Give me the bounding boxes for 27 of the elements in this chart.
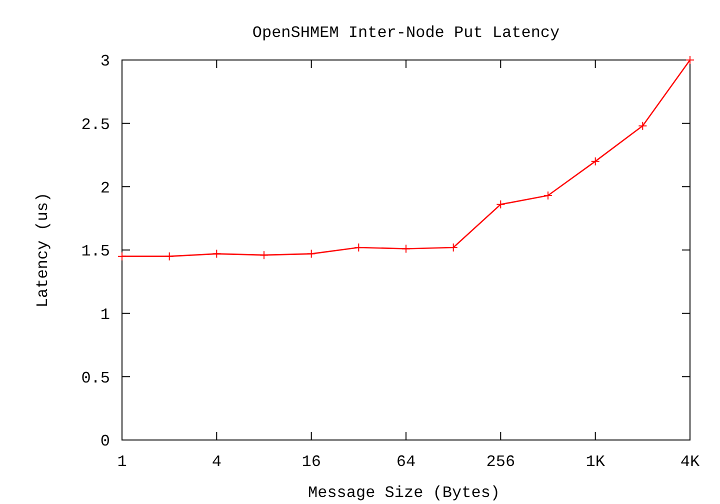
point (590, 156, 600, 166)
y-tick-label: 1 (100, 306, 110, 324)
y-tick-label: 2 (100, 179, 110, 198)
y-tick-label: 1.5 (81, 242, 110, 261)
x-axis-title: Message Size (Bytes) (308, 484, 500, 502)
point (402, 244, 410, 254)
y-tick-label: 3 (100, 52, 110, 71)
y-tick-label: 0.5 (81, 369, 110, 388)
point (544, 191, 552, 200)
point (212, 249, 222, 258)
y-axis-title: Latency (us) (34, 192, 52, 308)
x-tick-label: 1K (586, 453, 606, 471)
point (638, 121, 648, 130)
point (306, 249, 316, 258)
x-tick-label: 64 (396, 453, 416, 471)
x-tick-label: 4 (212, 453, 222, 471)
y-tick-label: 0 (100, 432, 110, 451)
point (164, 252, 174, 261)
x-tick-label: 1 (117, 453, 127, 471)
point (118, 252, 126, 261)
point (496, 200, 506, 209)
x-tick-label: 4K (680, 453, 700, 471)
x-tick-label: 16 (302, 453, 321, 471)
x-tick-label: 256 (486, 453, 516, 471)
chart-title: OpenSHMEM Inter-Node Put Latency (252, 24, 560, 42)
y-tick-label: 2.5 (81, 116, 110, 134)
point (686, 56, 694, 64)
